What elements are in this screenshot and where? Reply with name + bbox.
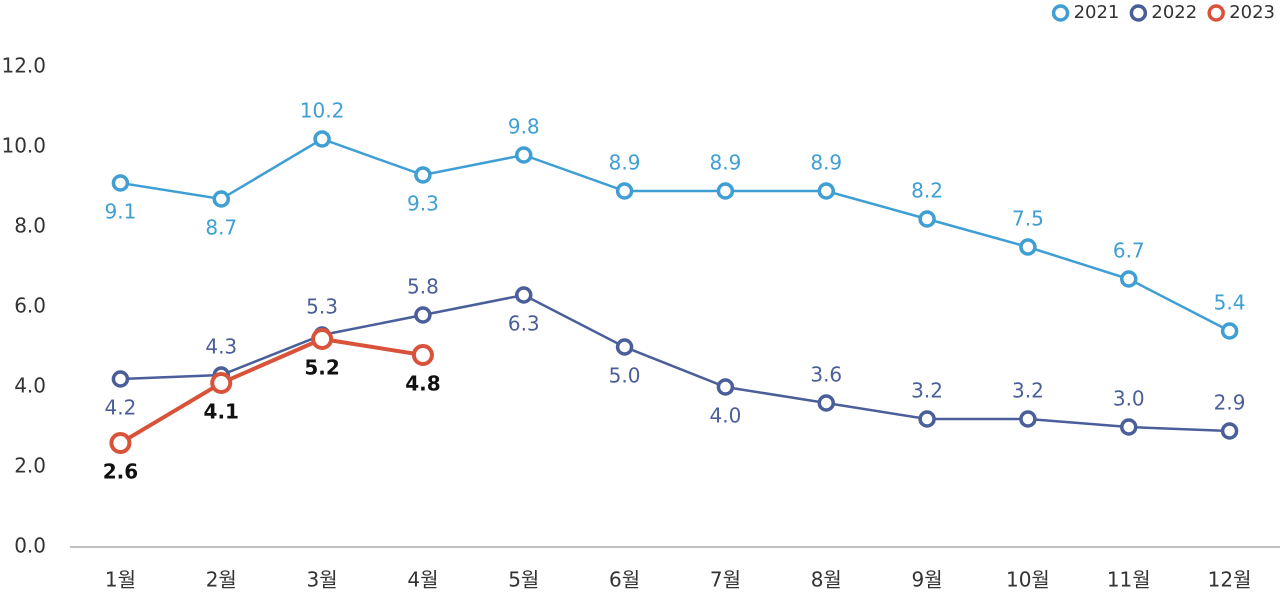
data-label: 8.9 [710, 151, 742, 175]
point [111, 370, 130, 388]
legend-marker [1129, 4, 1148, 22]
x-tick-label: 9월 [912, 568, 943, 592]
point [210, 372, 233, 394]
data-label: 9.1 [105, 200, 137, 224]
y-tick-label: 12.0 [1, 54, 46, 78]
point [411, 344, 434, 366]
y-tick-label: 10.0 [1, 134, 46, 158]
point [817, 394, 835, 412]
point [414, 166, 432, 184]
data-label: 3.6 [810, 363, 842, 387]
point [1120, 418, 1138, 436]
point [716, 182, 735, 200]
data-label: 8.7 [205, 216, 237, 240]
point [615, 182, 634, 200]
point [414, 306, 432, 324]
point [212, 190, 230, 208]
point [313, 130, 331, 148]
x-tick-label: 4월 [407, 568, 438, 592]
data-label: 6.3 [508, 312, 540, 336]
data-label: 4.1 [204, 400, 239, 424]
data-label: 9.8 [508, 115, 540, 139]
data-label: 3.2 [911, 379, 943, 403]
data-label: 2.9 [1214, 391, 1246, 415]
data-label: 8.2 [911, 179, 943, 203]
data-label: 4.0 [710, 404, 742, 428]
series-line [120, 293, 1230, 433]
point [515, 286, 533, 304]
data-label: 2.6 [103, 460, 138, 484]
x-tick-label: 7월 [710, 568, 741, 592]
x-tick-label: 11월 [1107, 568, 1151, 592]
data-label: 3.2 [1012, 379, 1044, 403]
legend-label: 2023 [1229, 2, 1275, 23]
point [817, 182, 835, 200]
data-label: 4.3 [205, 335, 237, 359]
data-label: 5.2 [304, 356, 339, 380]
point [311, 328, 334, 350]
legend-label: 2021 [1074, 2, 1120, 23]
data-label: 5.8 [407, 275, 439, 299]
data-label: 5.0 [609, 364, 641, 388]
x-tick-label: 1월 [105, 568, 136, 592]
y-tick-label: 0.0 [14, 534, 46, 558]
data-label: 3.0 [1113, 387, 1145, 411]
legend-marker [1207, 4, 1225, 22]
point [1220, 322, 1239, 340]
x-tick-label: 5월 [508, 568, 539, 592]
data-label: 9.3 [407, 192, 439, 216]
legend-label: 2022 [1151, 2, 1197, 23]
point [716, 378, 735, 396]
data-label: 5.3 [306, 295, 338, 319]
x-tick-label: 12월 [1208, 568, 1252, 592]
point [109, 432, 132, 454]
x-tick-label: 6월 [609, 568, 640, 592]
point [515, 146, 533, 164]
data-label: 5.4 [1214, 291, 1246, 315]
y-tick-label: 2.0 [14, 454, 46, 478]
point [615, 338, 634, 356]
point [111, 174, 130, 192]
point [918, 410, 936, 428]
data-label: 8.9 [609, 151, 641, 175]
y-tick-label: 6.0 [14, 294, 46, 318]
data-label: 7.5 [1012, 207, 1044, 231]
point [1019, 238, 1037, 256]
series-line [120, 137, 1231, 333]
x-tick-label: 3월 [307, 568, 338, 592]
data-label: 10.2 [300, 99, 345, 123]
data-label: 4.2 [105, 396, 137, 420]
point [1120, 270, 1138, 288]
x-tick-label: 8월 [811, 568, 842, 592]
data-label: 6.7 [1113, 239, 1145, 263]
data-label: 4.8 [405, 372, 440, 396]
point [918, 210, 936, 228]
legend-marker [1051, 4, 1070, 22]
y-tick-label: 4.0 [14, 374, 46, 398]
y-tick-label: 8.0 [14, 214, 46, 238]
data-label: 8.9 [810, 151, 842, 175]
x-tick-label: 2월 [206, 568, 237, 592]
x-tick-label: 10월 [1006, 568, 1050, 592]
point [1220, 422, 1239, 440]
point [1019, 410, 1037, 428]
series-line [119, 336, 424, 445]
